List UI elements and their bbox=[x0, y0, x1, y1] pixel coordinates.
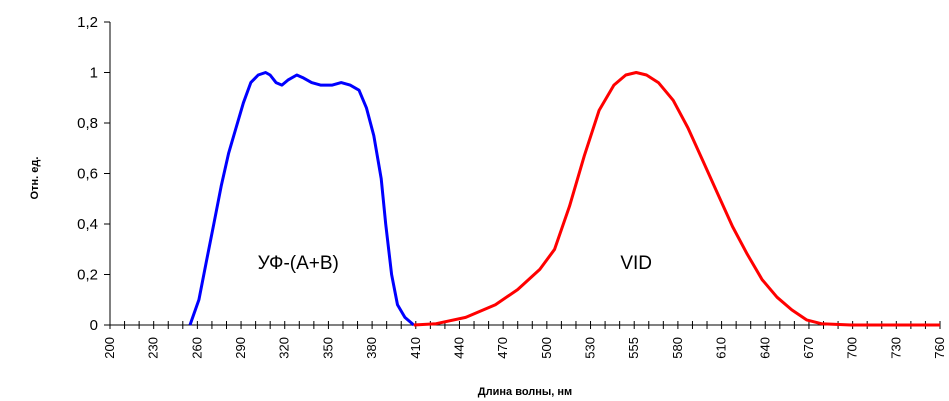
series-annotation: УФ-(А+В) bbox=[258, 253, 339, 274]
x-tick-label: 760 bbox=[932, 337, 947, 359]
x-tick-label: 290 bbox=[233, 337, 248, 359]
x-tick-label: 610 bbox=[714, 337, 729, 359]
axes bbox=[109, 22, 940, 326]
y-tick-label: 0,6 bbox=[77, 166, 98, 183]
y-tick-label: 0,8 bbox=[77, 115, 98, 132]
y-tick-label: 0,2 bbox=[77, 267, 98, 284]
x-axis-title: Длина волны, нм bbox=[478, 386, 572, 398]
x-tick-label: 410 bbox=[408, 337, 423, 359]
x-tick-label: 530 bbox=[583, 337, 598, 359]
series-annotation: VID bbox=[620, 253, 652, 274]
y-tick-labels: 0 0,2 0,4 0,6 0,8 1 1,2 bbox=[77, 14, 98, 334]
x-tick-label: 700 bbox=[845, 337, 860, 359]
x-tick-label: 730 bbox=[888, 337, 903, 359]
x-tick-label: 555 bbox=[626, 337, 641, 359]
x-tick-label: 350 bbox=[320, 337, 335, 359]
series-group bbox=[188, 71, 940, 327]
x-tick-label: 200 bbox=[102, 337, 117, 359]
x-tick-label: 580 bbox=[670, 337, 685, 359]
x-tick-label: 260 bbox=[189, 337, 204, 359]
series-line bbox=[188, 71, 415, 327]
x-tick-label: 470 bbox=[495, 337, 510, 359]
x-tick-label: 500 bbox=[539, 337, 554, 359]
x-tick-label: 230 bbox=[146, 337, 161, 359]
x-tick-label: 380 bbox=[364, 337, 379, 359]
y-tick-label: 1,2 bbox=[77, 14, 98, 31]
x-tick-label: 640 bbox=[757, 337, 772, 359]
y-axis-title: Отн. ед. bbox=[29, 157, 41, 200]
y-tick-label: 0 bbox=[90, 317, 98, 334]
x-tick-label: 670 bbox=[801, 337, 816, 359]
x-ticks bbox=[109, 321, 941, 329]
x-tick-labels: 200 230 260 290 320 350 380 410 440 470 500 530 555 5… bbox=[102, 337, 947, 359]
annotations: УФ-(А+В) VID bbox=[258, 253, 652, 274]
y-tick-label: 0,4 bbox=[77, 216, 98, 233]
y-tick-label: 1 bbox=[90, 65, 98, 82]
y-ticks bbox=[104, 21, 110, 326]
x-tick-label: 440 bbox=[451, 337, 466, 359]
series-line bbox=[413, 71, 940, 327]
x-tick-label: 320 bbox=[277, 337, 292, 359]
